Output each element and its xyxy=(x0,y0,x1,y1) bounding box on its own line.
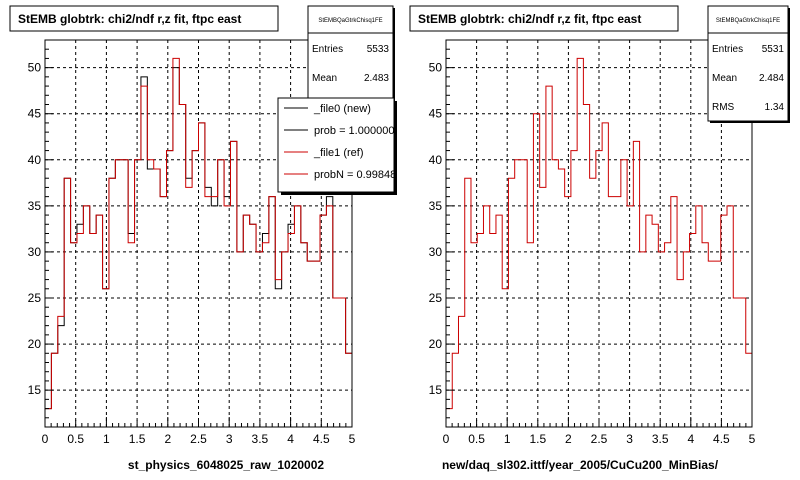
y-tick-label: 40 xyxy=(28,153,42,167)
stats-histogram-name: StEMBQaGtrkChisq1FE xyxy=(318,18,382,24)
x-tick-label: 0 xyxy=(443,432,450,446)
histogram-series-1 xyxy=(445,57,753,427)
legend-frame xyxy=(277,97,395,193)
stats-label: Entries xyxy=(312,44,343,55)
y-tick-label: 45 xyxy=(28,107,42,121)
y-tick-label: 15 xyxy=(429,383,443,397)
x-tick-label: 5 xyxy=(349,432,356,446)
stats-label: RMS xyxy=(712,102,735,113)
x-tick-label: 5 xyxy=(749,432,756,446)
stats-box-frame xyxy=(707,5,789,122)
y-tick-label: 25 xyxy=(28,291,42,305)
x-tick-label: 0.5 xyxy=(468,432,485,446)
x-tick-label: 1 xyxy=(504,432,511,446)
x-tick-label: 3.5 xyxy=(252,432,269,446)
y-tick-label: 45 xyxy=(429,107,443,121)
stats-value: 2.484 xyxy=(759,73,784,84)
x-tick-label: 0.5 xyxy=(67,432,84,446)
stats-value: 1.34 xyxy=(765,102,785,113)
x-tick-label: 2.5 xyxy=(190,432,207,446)
x-tick-label: 3 xyxy=(626,432,633,446)
y-tick-label: 30 xyxy=(429,245,443,259)
x-tick-label: 4 xyxy=(287,432,294,446)
stats-value: 5533 xyxy=(367,44,390,55)
x-tick-label: 4.5 xyxy=(313,432,330,446)
x-tick-label: 4.5 xyxy=(713,432,730,446)
legend-entry: _file1 (ref) xyxy=(313,147,364,159)
stats-label: Entries xyxy=(712,44,743,55)
x-tick-label: 2 xyxy=(565,432,572,446)
legend-entry: probN = 0.99848 xyxy=(314,169,396,181)
stats-value: 5531 xyxy=(762,44,785,55)
stats-label: Mean xyxy=(712,73,737,84)
chart-title: StEMB globtrk: chi2/ndf r,z fit, ftpc ea… xyxy=(18,12,241,26)
y-tick-label: 20 xyxy=(28,337,42,351)
y-tick-label: 40 xyxy=(429,153,443,167)
x-tick-label: 1.5 xyxy=(129,432,146,446)
chart-title-box xyxy=(409,5,679,32)
stats-value: 2.483 xyxy=(364,73,389,84)
legend-entry: _file0 (new) xyxy=(313,103,371,115)
y-tick-label: 20 xyxy=(429,337,443,351)
histogram-panel-2: 15 20 25 30 35 40 45 50 0 0.5 1 1.5 2 2.5 3 3.5 4 4.5 5 new… xyxy=(409,5,790,472)
stats-box: StEMBQaGtrkChisq1FE Entries 5531 Mean 2.484 R… xyxy=(707,5,790,123)
x-tick-label: 1.5 xyxy=(529,432,546,446)
chart-title: StEMB globtrk: chi2/ndf r,z fit, ftpc ea… xyxy=(418,12,641,26)
x-tick-label: 2 xyxy=(164,432,171,446)
x-axis-title: new/daq_sl302.ittf/year_2005/CuCu200_Min… xyxy=(442,458,719,472)
stats-histogram-name: StEMBQaGtrkChisq1FE xyxy=(716,18,780,24)
histogram-panel-1: 15 20 25 30 35 40 45 50 0 0.5 1 1.5 2 2.5 3 3.5 4 4.5 5 st_… xyxy=(9,5,397,472)
y-tick-label: 25 xyxy=(429,291,443,305)
y-tick-label: 35 xyxy=(429,199,443,213)
chart-title-box xyxy=(9,5,279,32)
x-tick-label: 4 xyxy=(687,432,694,446)
x-tick-label: 2.5 xyxy=(591,432,608,446)
legend-entry: prob = 1.000000 xyxy=(314,125,394,137)
y-tick-label: 15 xyxy=(28,383,42,397)
legend: _file0 (new) prob = 1.000000 _file1 (ref) p… xyxy=(277,97,397,195)
stats-box-frame xyxy=(307,5,394,101)
stats-box: StEMBQaGtrkChisq1FE Entries 5533 Mean 2.483 xyxy=(307,5,395,102)
y-tick-label: 30 xyxy=(28,245,42,259)
y-tick-label: 35 xyxy=(28,199,42,213)
y-tick-label: 50 xyxy=(28,61,42,75)
x-axis-title: st_physics_6048025_raw_1020002 xyxy=(128,458,324,472)
x-tick-label: 3 xyxy=(226,432,233,446)
x-tick-label: 0 xyxy=(42,432,49,446)
histogram-series-2 xyxy=(44,57,353,427)
stats-label: Mean xyxy=(312,73,337,84)
x-tick-label: 1 xyxy=(103,432,110,446)
x-tick-label: 3.5 xyxy=(652,432,669,446)
y-tick-label: 50 xyxy=(429,61,443,75)
